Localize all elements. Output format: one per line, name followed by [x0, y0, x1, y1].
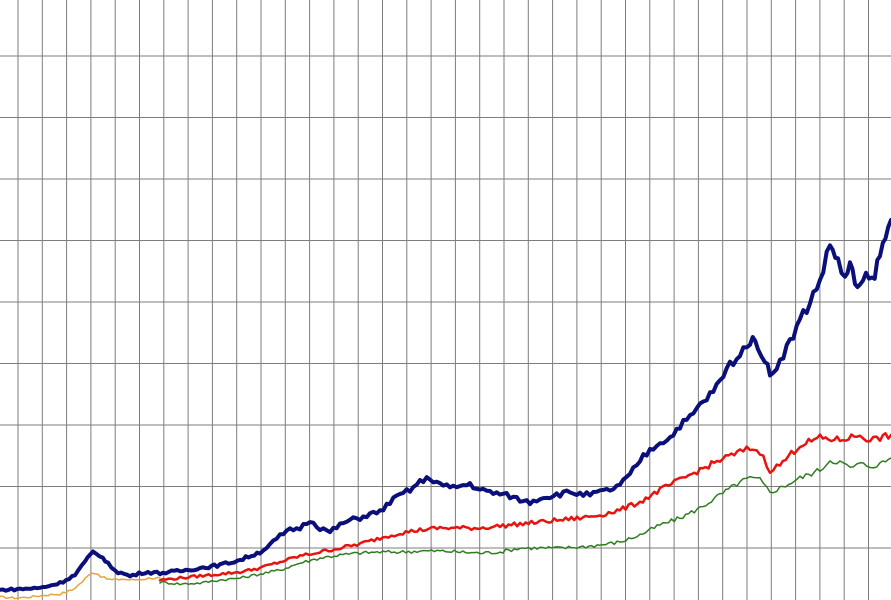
series-line-1	[0, 572, 161, 600]
series-line-3	[158, 432, 891, 582]
series-layer	[0, 218, 891, 600]
series-line-4	[0, 218, 891, 593]
horizontal-gridlines	[0, 55, 891, 549]
vertical-gridlines	[17, 0, 869, 600]
series-line-2	[159, 457, 891, 586]
